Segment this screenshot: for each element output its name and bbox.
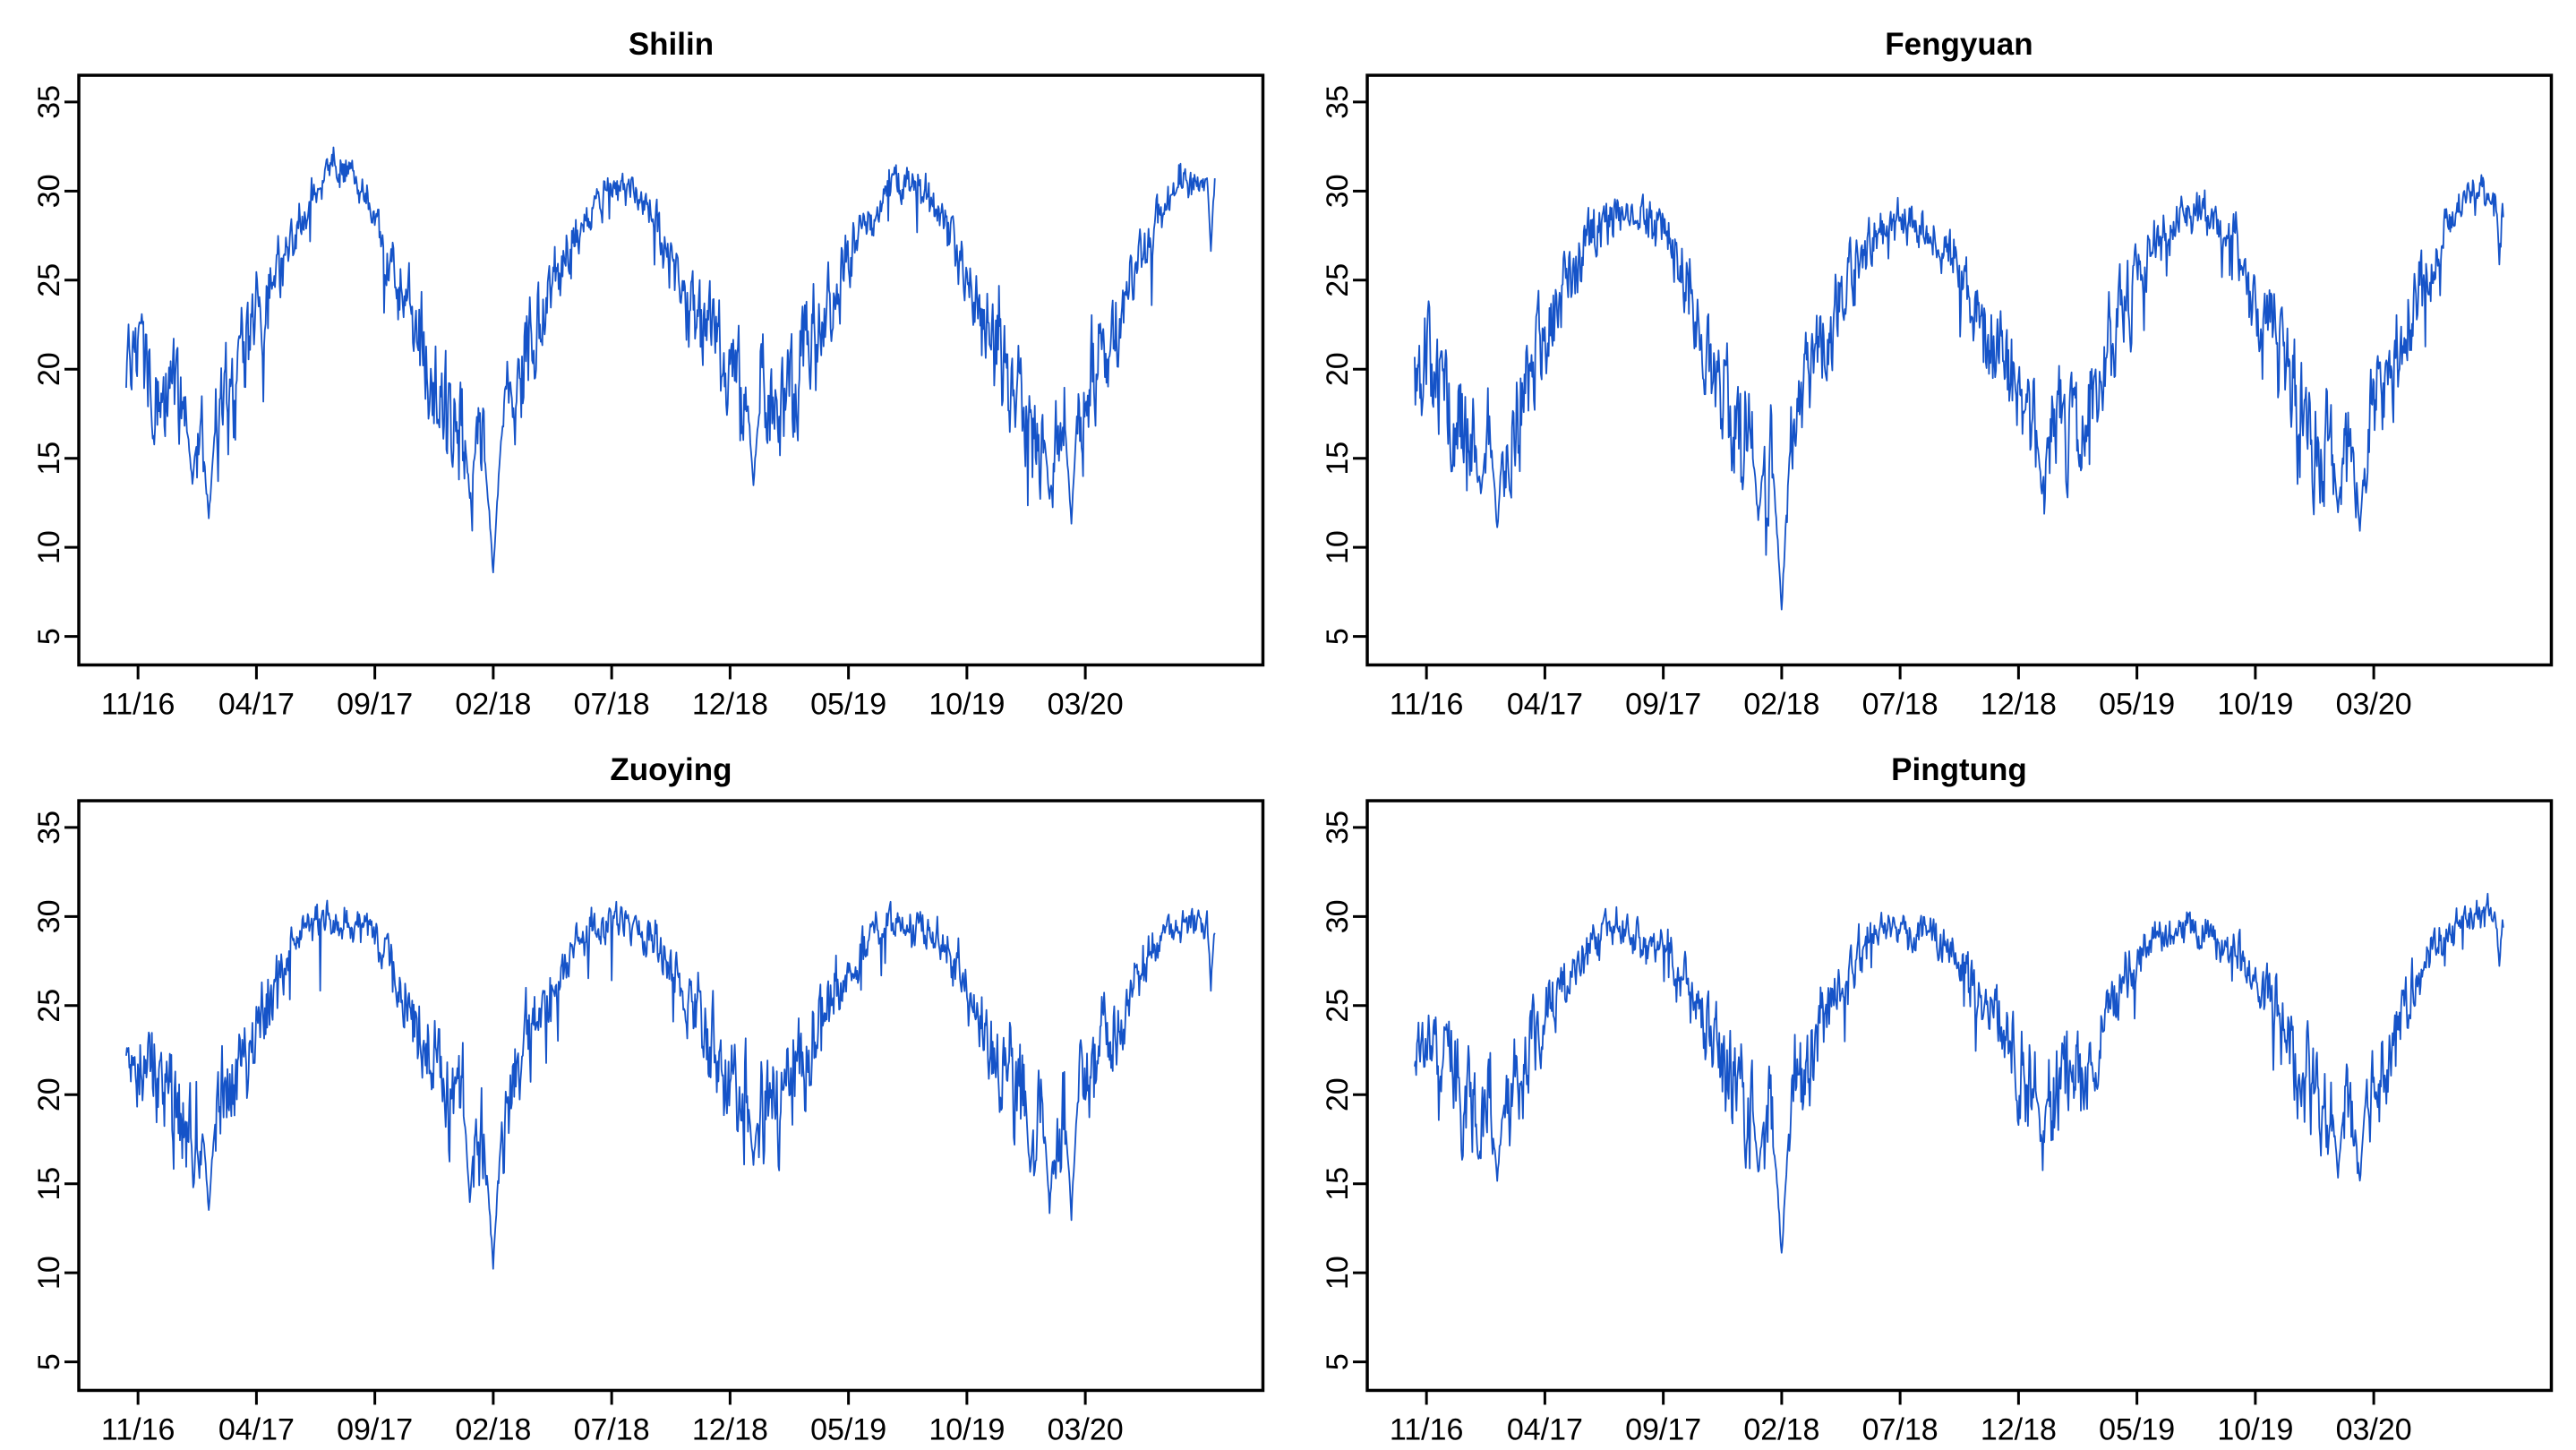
x-tick-label: 10/19 — [2217, 1412, 2293, 1446]
x-tick-label: 12/18 — [692, 687, 768, 721]
x-tick-label: 12/18 — [1980, 687, 2056, 721]
chart-title: Zuoying — [610, 751, 732, 787]
y-tick-label: 10 — [1320, 530, 1354, 564]
chart-panel-pingtung: 5 10 15 20 25 30 35 11/16 04/17 09/17 02/18 07/18 12… — [1288, 725, 2576, 1450]
x-tick-label: 02/18 — [455, 1412, 531, 1446]
chart-panel-fengyuan: 5 10 15 20 25 30 35 11/16 04/17 09/17 02/18 07/18 12… — [1288, 0, 2576, 725]
chart-title: Pingtung — [1891, 751, 2027, 787]
y-tick-label: 5 — [1320, 1353, 1354, 1370]
x-tick-label: 09/17 — [337, 687, 413, 721]
chart-canvas-zuoying: 5 10 15 20 25 30 35 11/16 04/17 09/17 02/18 07/18 12… — [32, 798, 1265, 1446]
y-tick-label: 20 — [32, 1077, 66, 1111]
x-tick-label: 07/18 — [574, 687, 650, 721]
y-tick-label: 5 — [32, 628, 66, 645]
plot-border — [77, 73, 1265, 667]
y-tick-label: 35 — [1320, 810, 1354, 844]
x-tick-label: 03/20 — [2335, 1412, 2411, 1446]
y-tick-label: 20 — [1320, 1077, 1354, 1111]
y-tick-label: 15 — [32, 442, 66, 476]
x-tick-label: 09/17 — [337, 1412, 413, 1446]
x-tick-label: 10/19 — [2217, 687, 2293, 721]
y-axis: 5 10 15 20 25 30 35 — [1320, 810, 1367, 1370]
x-tick-label: 12/18 — [1980, 1412, 2056, 1446]
y-tick-label: 15 — [32, 1166, 66, 1200]
y-tick-label: 30 — [32, 899, 66, 933]
x-tick-label: 10/19 — [929, 687, 1005, 721]
y-tick-label: 20 — [1320, 352, 1354, 386]
x-tick-label: 04/17 — [1506, 1412, 1582, 1446]
x-tick-label: 02/18 — [1743, 687, 1819, 721]
x-tick-label: 12/18 — [692, 1412, 768, 1446]
y-tick-label: 10 — [32, 530, 66, 564]
x-tick-label: 09/17 — [1625, 1412, 1701, 1446]
y-tick-label: 35 — [32, 85, 66, 119]
chart-panel-shilin: 5 10 15 20 25 30 35 11/16 04/17 09/17 02/18 07/18 12… — [0, 0, 1288, 725]
x-tick-label: 04/17 — [218, 687, 295, 721]
y-tick-label: 15 — [1320, 442, 1354, 476]
x-tick-label: 05/19 — [810, 687, 886, 721]
y-tick-label: 30 — [1320, 899, 1354, 933]
series-line — [1413, 892, 2504, 1254]
x-tick-label: 05/19 — [2099, 687, 2175, 721]
plot-border — [1365, 798, 2553, 1392]
x-tick-label: 11/16 — [1389, 687, 1463, 721]
x-tick-label: 03/20 — [2335, 687, 2411, 721]
chart-title: Fengyuan — [1885, 27, 2033, 62]
chart-canvas-fengyuan: 5 10 15 20 25 30 35 11/16 04/17 09/17 02/18 07/18 12… — [1320, 73, 2553, 721]
x-tick-label: 07/18 — [1861, 687, 1938, 721]
x-tick-label: 11/16 — [1389, 1412, 1463, 1446]
y-tick-label: 15 — [1320, 1166, 1354, 1200]
x-tick-label: 10/19 — [929, 1412, 1005, 1446]
y-axis: 5 10 15 20 25 30 35 — [1320, 85, 1367, 645]
x-tick-label: 07/18 — [1861, 1412, 1938, 1446]
plot-border — [77, 798, 1265, 1392]
x-tick-label: 04/17 — [1506, 687, 1582, 721]
y-tick-label: 25 — [1320, 988, 1354, 1022]
y-tick-label: 30 — [32, 174, 66, 208]
x-tick-label: 11/16 — [101, 1412, 175, 1446]
chart-canvas-pingtung: 5 10 15 20 25 30 35 11/16 04/17 09/17 02/18 07/18 12… — [1320, 798, 2553, 1446]
x-tick-label: 05/19 — [2099, 1412, 2175, 1446]
y-tick-label: 30 — [1320, 174, 1354, 208]
y-tick-label: 25 — [1320, 263, 1354, 297]
x-tick-label: 03/20 — [1048, 687, 1124, 721]
y-tick-label: 35 — [32, 810, 66, 844]
y-tick-label: 5 — [32, 1353, 66, 1370]
x-tick-label: 11/16 — [101, 687, 175, 721]
y-tick-label: 20 — [32, 352, 66, 386]
chart-canvas-shilin: 5 10 15 20 25 30 35 11/16 04/17 09/17 02/18 07/18 12… — [32, 73, 1265, 721]
y-tick-label: 5 — [1320, 628, 1354, 645]
y-axis: 5 10 15 20 25 30 35 — [32, 810, 80, 1370]
series-line — [125, 146, 1216, 574]
y-tick-label: 10 — [32, 1256, 66, 1290]
y-axis: 5 10 15 20 25 30 35 — [32, 85, 80, 645]
series-line — [125, 899, 1216, 1270]
y-tick-label: 25 — [32, 263, 66, 297]
x-axis: 11/16 04/17 09/17 02/18 07/18 12/18 05/19 10/19… — [101, 1389, 1124, 1446]
x-tick-label: 02/18 — [455, 687, 531, 721]
x-tick-label: 02/18 — [1743, 1412, 1819, 1446]
x-tick-label: 04/17 — [218, 1412, 295, 1446]
x-tick-label: 07/18 — [574, 1412, 650, 1446]
chart-panel-zuoying: 5 10 15 20 25 30 35 11/16 04/17 09/17 02/18 07/18 12… — [0, 725, 1288, 1450]
x-axis: 11/16 04/17 09/17 02/18 07/18 12/18 05/19 10/19… — [1389, 1389, 2411, 1446]
chart-title: Shilin — [628, 27, 715, 62]
x-tick-label: 05/19 — [810, 1412, 886, 1446]
x-tick-label: 03/20 — [1048, 1412, 1124, 1446]
x-axis: 11/16 04/17 09/17 02/18 07/18 12/18 05/19 10/19… — [101, 665, 1124, 721]
plot-border — [1365, 73, 2553, 667]
x-axis: 11/16 04/17 09/17 02/18 07/18 12/18 05/19 10/19… — [1389, 665, 2411, 721]
x-tick-label: 09/17 — [1625, 687, 1701, 721]
series-line — [1413, 174, 2504, 611]
y-tick-label: 35 — [1320, 85, 1354, 119]
y-tick-label: 10 — [1320, 1256, 1354, 1290]
y-tick-label: 25 — [32, 988, 66, 1022]
